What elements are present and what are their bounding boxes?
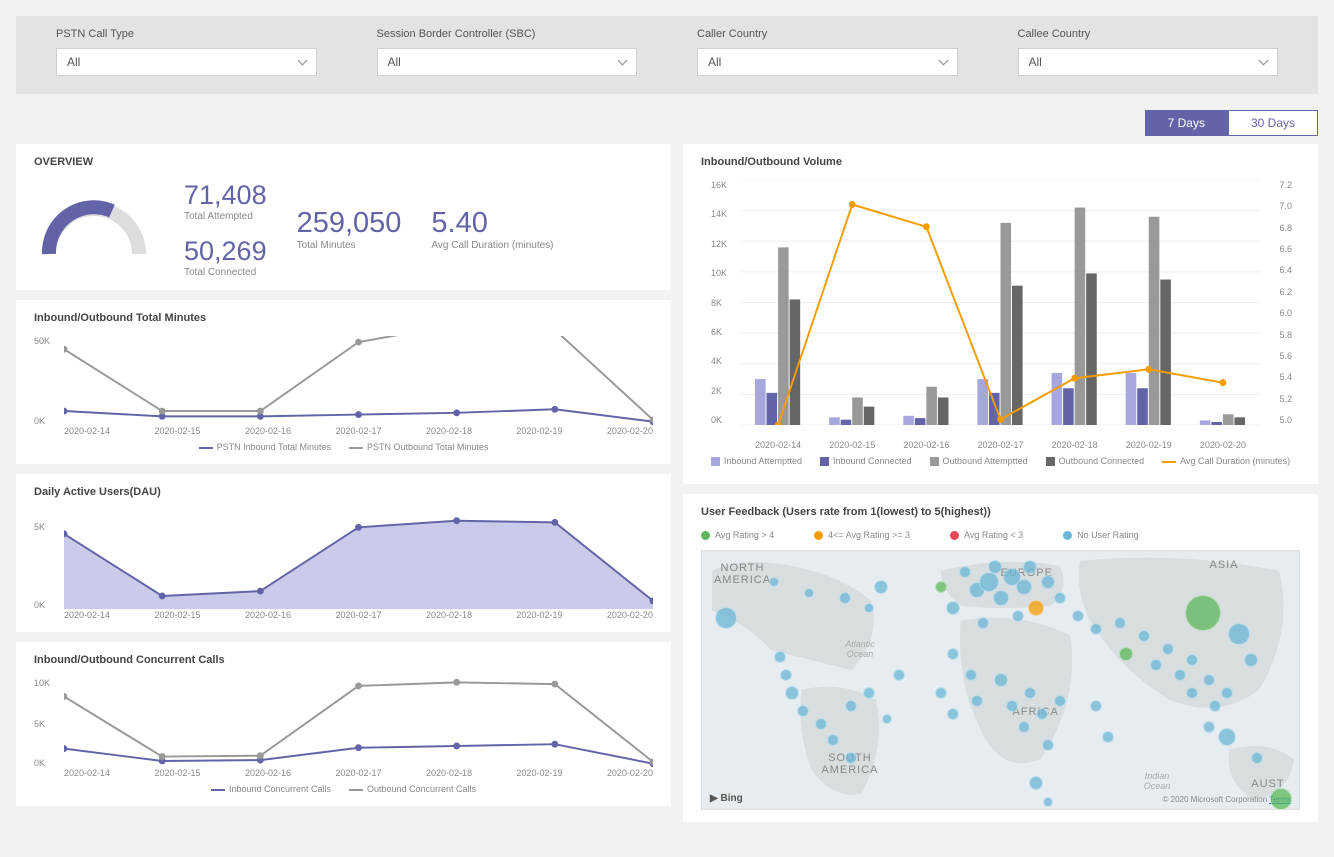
filter-label: PSTN Call Type: [56, 28, 317, 40]
filter-select-sbc[interactable]: All: [377, 48, 638, 76]
filter-label: Callee Country: [1018, 28, 1279, 40]
toggle-30-days[interactable]: 30 Days: [1228, 110, 1318, 136]
filter-callee-country: Callee Country All: [1018, 28, 1279, 76]
gauge-chart: [34, 194, 154, 264]
kpi-attempted-label: Total Attempted: [184, 211, 267, 222]
dau-chart-card: Daily Active Users(DAU) 5K 0K 2020-02-14…: [16, 474, 671, 632]
filter-caller-country: Caller Country All: [697, 28, 958, 76]
filter-pstn-call-type: PSTN Call Type All: [56, 28, 317, 76]
filter-label: Caller Country: [697, 28, 958, 40]
minutes-line-chart: [64, 336, 653, 426]
toggle-7-days[interactable]: 7 Days: [1145, 110, 1228, 136]
kpi-duration-label: Avg Call Duration (minutes): [431, 240, 553, 251]
kpi-duration-value: 5.40: [431, 207, 553, 240]
volume-combo-chart: [741, 180, 1260, 425]
card-title: Inbound/Outbound Total Minutes: [34, 312, 653, 324]
filter-value: All: [388, 55, 401, 69]
card-title: OVERVIEW: [34, 156, 653, 168]
card-title: Daily Active Users(DAU): [34, 486, 653, 498]
volume-chart-card: Inbound/Outbound Volume 16K14K12K10K8K6K…: [683, 144, 1318, 484]
filter-value: All: [67, 55, 80, 69]
kpi-connected-label: Total Connected: [184, 267, 267, 278]
time-range-toggle: 7 Days 30 Days: [16, 110, 1318, 136]
filter-select-caller[interactable]: All: [697, 48, 958, 76]
card-title: Inbound/Outbound Concurrent Calls: [34, 654, 653, 666]
kpi-minutes-value: 259,050: [297, 207, 402, 240]
filter-bar: PSTN Call Type All Session Border Contro…: [16, 16, 1318, 94]
kpi-attempted-value: 71,408: [184, 180, 267, 211]
card-title: Inbound/Outbound Volume: [701, 156, 1300, 168]
feedback-map-card: User Feedback (Users rate from 1(lowest)…: [683, 494, 1318, 822]
filter-sbc: Session Border Controller (SBC) All: [377, 28, 638, 76]
card-title: User Feedback (Users rate from 1(lowest)…: [701, 506, 1300, 518]
concurrent-line-chart: [64, 678, 653, 768]
concurrent-chart-card: Inbound/Outbound Concurrent Calls 10K 5K…: [16, 642, 671, 806]
map-provider: ▶ Bing: [710, 793, 743, 804]
filter-select-pstn[interactable]: All: [56, 48, 317, 76]
filter-label: Session Border Controller (SBC): [377, 28, 638, 40]
chevron-down-icon: [1259, 56, 1269, 66]
dau-area-chart: [64, 510, 653, 610]
kpi-connected-value: 50,269: [184, 236, 267, 267]
minutes-chart-card: Inbound/Outbound Total Minutes 50K 0K 20…: [16, 300, 671, 464]
filter-value: All: [708, 55, 721, 69]
chevron-down-icon: [938, 56, 948, 66]
filter-value: All: [1029, 55, 1042, 69]
world-map[interactable]: ▶ Bing © 2020 Microsoft Corporation Term…: [701, 550, 1300, 810]
chevron-down-icon: [618, 56, 628, 66]
kpi-minutes-label: Total Minutes: [297, 240, 402, 251]
chevron-down-icon: [297, 56, 307, 66]
overview-card: OVERVIEW 71,408 Total Attempted 50,269 T…: [16, 144, 671, 290]
filter-select-callee[interactable]: All: [1018, 48, 1279, 76]
